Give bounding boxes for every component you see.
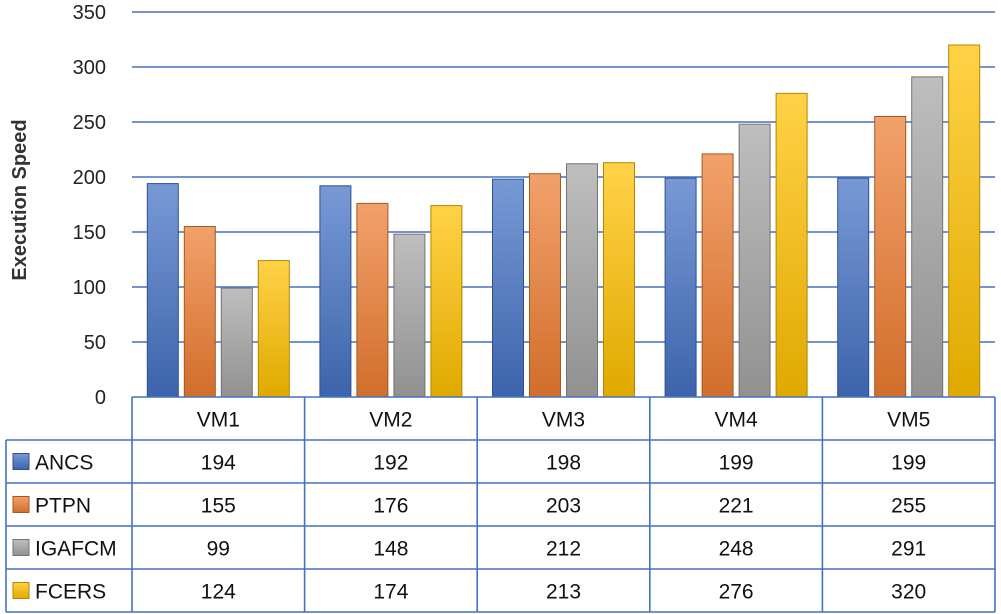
bar-fcers-vm4 (775, 92, 808, 398)
legend-swatch (12, 539, 30, 556)
data-label: 320 (891, 581, 926, 604)
data-label: 99 (207, 538, 230, 561)
data-label: 199 (719, 452, 754, 475)
bar-ptpn-vm1 (183, 226, 216, 398)
bar-ptpn-vm5 (874, 116, 907, 398)
data-label: 174 (373, 581, 408, 604)
y-tick-label: 0 (95, 387, 106, 409)
y-axis-ticks: 0 50 100 150 200 250 300 350 (73, 2, 106, 409)
legend-label: FCERS (35, 581, 106, 604)
bar-ptpn-vm2 (356, 202, 389, 398)
bar-fcers-vm5 (948, 44, 981, 398)
y-tick-label: 100 (73, 277, 106, 299)
y-tick-label: 250 (73, 112, 106, 134)
bar-igafcm-vm4 (738, 123, 771, 398)
bar-igafcm-vm2 (393, 233, 426, 398)
category-label: VM5 (887, 409, 930, 432)
data-label: 192 (373, 452, 408, 475)
y-tick-label: 350 (73, 2, 106, 24)
data-label: 248 (719, 538, 754, 561)
bar-fcers-vm3 (603, 162, 635, 398)
bar-fcers-vm2 (430, 205, 463, 398)
data-label: 199 (891, 452, 926, 475)
bar-ptpn-vm3 (529, 173, 561, 398)
data-label: 203 (546, 495, 581, 518)
category-label: VM2 (369, 409, 412, 432)
data-label: 291 (891, 538, 926, 561)
bar-ancs-vm4 (664, 177, 697, 398)
y-tick-label: 50 (84, 332, 106, 354)
legend-label: IGAFCM (35, 538, 117, 561)
legend-label: PTPN (35, 495, 91, 518)
legend-label: ANCS (35, 452, 93, 475)
bar-ancs-vm1 (146, 183, 179, 398)
y-axis-title: Execution Speed (9, 119, 31, 280)
bar-igafcm-vm5 (911, 76, 944, 398)
legend-swatch (12, 496, 30, 513)
data-table: VM1 VM2 VM3 VM4 VM5 ANCS 194 192 198 199 199 PTPN 15… (5, 396, 996, 613)
data-label: 213 (546, 581, 581, 604)
legend-swatch (12, 582, 30, 599)
category-label: VM3 (542, 409, 585, 432)
bar-igafcm-vm1 (220, 287, 253, 398)
data-label: 221 (719, 495, 754, 518)
legend-swatch (12, 453, 30, 470)
data-label: 276 (719, 581, 754, 604)
bar-ancs-vm3 (492, 178, 524, 398)
category-label: VM1 (197, 409, 240, 432)
bar-ancs-vm5 (837, 177, 870, 398)
bar-fcers-vm1 (257, 260, 290, 398)
data-label: 155 (201, 495, 236, 518)
data-label: 198 (546, 452, 581, 475)
y-tick-label: 200 (73, 167, 106, 189)
y-tick-label: 150 (73, 222, 106, 244)
bars (146, 44, 981, 398)
category-label: VM4 (715, 409, 759, 432)
data-label: 212 (546, 538, 581, 561)
data-label: 255 (891, 495, 926, 518)
bar-ancs-vm2 (319, 185, 352, 398)
bar-igafcm-vm3 (566, 163, 598, 398)
data-label: 176 (373, 495, 408, 518)
data-label: 124 (201, 581, 236, 604)
bar-ptpn-vm4 (701, 153, 734, 398)
data-label: 148 (373, 538, 408, 561)
data-label: 194 (201, 452, 236, 475)
y-tick-label: 300 (73, 57, 106, 79)
